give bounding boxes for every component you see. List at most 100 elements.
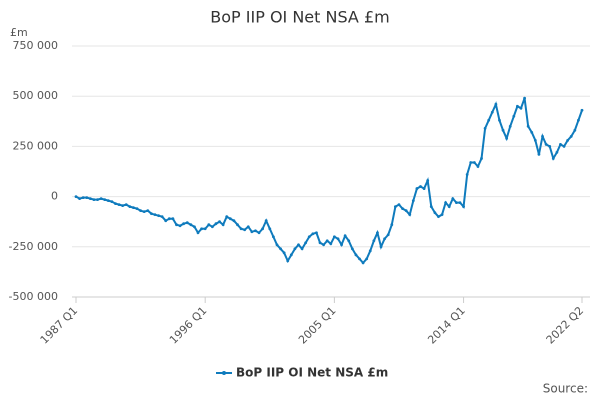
data-point: [480, 157, 483, 160]
data-point: [271, 235, 275, 239]
data-point: [533, 138, 537, 142]
data-point: [114, 202, 117, 206]
data-point: [501, 128, 505, 132]
data-point: [498, 118, 501, 122]
data-point: [171, 217, 175, 221]
data-point: [487, 118, 491, 122]
chart-title: BoP IIP OI Net NSA £m: [210, 8, 389, 27]
x-tick-label: 2005 Q1: [296, 304, 339, 347]
data-point: [577, 118, 580, 122]
data-point: [189, 223, 193, 227]
data-point: [239, 227, 243, 231]
data-point: [358, 257, 361, 261]
x-tick-label: 2014 Q1: [425, 304, 468, 347]
data-point: [124, 203, 128, 207]
data-point: [149, 212, 153, 216]
data-point: [275, 243, 279, 247]
data-point: [383, 237, 387, 241]
data-point: [415, 187, 419, 190]
data-point: [225, 215, 229, 219]
data-point: [462, 205, 465, 209]
data-point: [146, 209, 150, 213]
data-point: [465, 173, 469, 176]
data-point: [153, 213, 157, 217]
data-point: [250, 230, 254, 234]
data-point: [426, 179, 430, 182]
y-tick-label: 250 000: [13, 139, 59, 152]
data-point: [282, 251, 286, 255]
data-point: [372, 239, 376, 243]
data-point: [221, 223, 225, 227]
data-point: [433, 211, 437, 215]
data-point: [541, 134, 544, 138]
y-tick-label: -500 000: [9, 290, 58, 303]
data-point: [243, 228, 247, 232]
data-point: [569, 134, 573, 138]
data-point: [429, 205, 433, 209]
data-point: [451, 197, 455, 201]
data-point: [203, 227, 207, 231]
data-point: [508, 124, 512, 128]
data-point: [214, 222, 218, 226]
legend-dot: [222, 371, 226, 375]
data-point: [185, 221, 189, 225]
data-point: [257, 231, 261, 235]
data-point: [411, 199, 415, 203]
data-point: [210, 225, 214, 229]
data-point: [444, 201, 448, 205]
data-point: [246, 225, 250, 229]
data-point: [390, 223, 394, 227]
data-point: [566, 138, 570, 142]
data-point: [329, 242, 333, 246]
data-point: [236, 223, 239, 227]
data-point: [254, 229, 257, 233]
data-point: [519, 106, 523, 110]
data-point: [322, 243, 326, 247]
data-point: [562, 145, 566, 148]
data-point: [286, 259, 290, 263]
data-point: [164, 219, 168, 223]
data-point: [512, 114, 516, 118]
data-point: [117, 203, 121, 207]
data-point: [437, 215, 440, 219]
data-point: [175, 223, 178, 227]
data-point: [379, 245, 383, 249]
data-point: [297, 243, 300, 247]
data-point: [332, 235, 336, 239]
data-point: [110, 200, 114, 204]
data-point: [300, 247, 304, 251]
data-point: [386, 233, 390, 237]
data-point: [78, 197, 81, 201]
data-point: [92, 198, 96, 202]
source: Source:: [543, 382, 588, 396]
data-point: [505, 136, 509, 140]
data-point: [142, 210, 146, 214]
data-point: [135, 207, 139, 211]
data-line: [75, 97, 583, 265]
data-point: [196, 231, 200, 235]
data-point: [393, 205, 397, 209]
data-point: [447, 205, 451, 209]
data-point: [555, 151, 559, 154]
data-point: [132, 206, 135, 210]
data-point: [304, 241, 308, 245]
data-point: [551, 157, 555, 160]
data-point: [476, 165, 480, 168]
y-tick-label: 750 000: [13, 39, 59, 52]
data-point: [99, 197, 103, 201]
data-point: [483, 126, 487, 130]
data-point: [178, 224, 182, 228]
data-point: [404, 209, 408, 213]
data-point: [193, 225, 196, 229]
data-point: [490, 110, 494, 114]
data-point: [368, 249, 372, 253]
data-point: [544, 142, 548, 146]
data-point: [472, 161, 476, 164]
data-point: [106, 199, 110, 203]
data-point: [160, 215, 164, 219]
data-point: [469, 161, 473, 164]
data-point: [361, 261, 365, 265]
data-point: [365, 257, 369, 261]
data-point: [96, 198, 99, 202]
